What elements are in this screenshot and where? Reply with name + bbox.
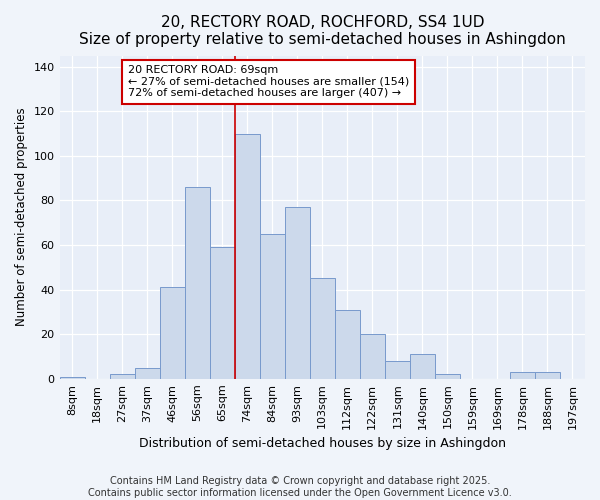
X-axis label: Distribution of semi-detached houses by size in Ashingdon: Distribution of semi-detached houses by … xyxy=(139,437,506,450)
Title: 20, RECTORY ROAD, ROCHFORD, SS4 1UD
Size of property relative to semi-detached h: 20, RECTORY ROAD, ROCHFORD, SS4 1UD Size… xyxy=(79,15,566,48)
Bar xyxy=(310,278,335,379)
Bar xyxy=(360,334,385,379)
Bar xyxy=(435,374,460,379)
Bar xyxy=(535,372,560,379)
Bar xyxy=(110,374,134,379)
Bar xyxy=(385,361,410,379)
Bar xyxy=(260,234,285,379)
Bar xyxy=(285,207,310,379)
Bar xyxy=(59,376,85,379)
Bar xyxy=(160,288,185,379)
Y-axis label: Number of semi-detached properties: Number of semi-detached properties xyxy=(15,108,28,326)
Bar xyxy=(235,134,260,379)
Text: 20 RECTORY ROAD: 69sqm
← 27% of semi-detached houses are smaller (154)
72% of se: 20 RECTORY ROAD: 69sqm ← 27% of semi-det… xyxy=(128,65,409,98)
Bar xyxy=(209,248,235,379)
Bar xyxy=(510,372,535,379)
Bar xyxy=(410,354,435,379)
Bar xyxy=(185,187,209,379)
Bar xyxy=(134,368,160,379)
Bar xyxy=(335,310,360,379)
Text: Contains HM Land Registry data © Crown copyright and database right 2025.
Contai: Contains HM Land Registry data © Crown c… xyxy=(88,476,512,498)
